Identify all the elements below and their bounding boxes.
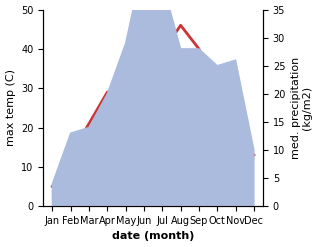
Y-axis label: max temp (C): max temp (C) [5,69,16,146]
Y-axis label: med. precipitation
(kg/m2): med. precipitation (kg/m2) [291,57,313,159]
X-axis label: date (month): date (month) [112,231,194,242]
